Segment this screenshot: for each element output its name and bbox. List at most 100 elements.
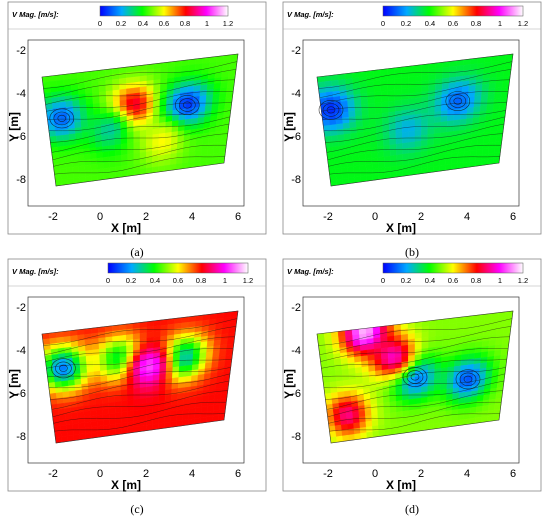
field-cell (90, 169, 98, 176)
field-cell (358, 416, 367, 423)
field-cell (341, 368, 350, 376)
field-cell (176, 157, 183, 165)
field-cell (439, 399, 447, 407)
field-cell (172, 103, 180, 111)
field-cell (421, 118, 429, 125)
colorbar-tick: 1 (498, 19, 502, 28)
streamline (51, 123, 230, 153)
field-cell (165, 110, 174, 117)
field-cell (100, 123, 109, 131)
field-cell (181, 321, 189, 329)
field-cell (120, 132, 128, 140)
field-cell (371, 151, 379, 159)
colorbar-label: V Mag. [m/s]: (287, 10, 334, 19)
field-cell (103, 167, 111, 175)
field-cell (192, 90, 201, 98)
x-tick: 6 (235, 468, 241, 480)
field-cell (67, 374, 75, 381)
field-cell (395, 121, 403, 129)
colorbar-ticks: 0 0.2 0.4 0.6 0.8 1 1.2 (381, 19, 528, 28)
field-cell (79, 109, 88, 117)
field-cell (408, 119, 416, 127)
field-cell (327, 420, 336, 427)
field-cell (51, 96, 60, 104)
field-cell (94, 130, 102, 137)
field-cell (396, 411, 403, 418)
streamline (318, 61, 513, 89)
field-cell (401, 82, 409, 90)
field-cell (91, 343, 100, 351)
colorbar-ticks: 0 0.2 0.4 0.6 0.8 1 1.2 (106, 276, 253, 285)
field-cell (432, 160, 440, 167)
field-cell (377, 162, 385, 169)
field-cell (98, 85, 107, 93)
streamline (43, 318, 238, 346)
colorbar-tick: 0.6 (448, 276, 458, 285)
y-ticks: -2 -4 -6 -8 (291, 45, 301, 186)
streamline (326, 380, 505, 410)
colorbar-tick: 1.2 (518, 276, 528, 285)
colorbar-tick: 1 (498, 276, 502, 285)
field-cell (395, 400, 403, 407)
field-cell (121, 411, 128, 418)
field-cell (158, 389, 166, 397)
field-cell (158, 138, 166, 146)
streamline (321, 91, 509, 112)
field-cell (421, 123, 429, 131)
field-cell (361, 371, 370, 379)
field-cell (369, 387, 377, 394)
field-cell (120, 143, 128, 150)
field-cell (172, 371, 180, 379)
y-axis-label: Y [m] (7, 112, 21, 142)
field-cell (159, 373, 167, 381)
field-cell (160, 67, 169, 75)
field-cell (158, 384, 166, 392)
colorbar-tick: 0 (381, 276, 385, 285)
y-tick: -6 (16, 388, 26, 400)
field-cell (139, 69, 148, 77)
field-cell (93, 113, 101, 121)
vortex-ring (449, 94, 467, 108)
field-cell (64, 150, 72, 158)
field-cell (76, 400, 84, 408)
field-cell (400, 328, 409, 336)
field-cell (96, 414, 104, 422)
field-cell (92, 354, 101, 362)
field-cell (200, 330, 209, 338)
field-cell (400, 333, 409, 341)
colorbar-tick: 0.8 (196, 276, 206, 285)
field-cell (451, 146, 459, 154)
field-cell (401, 355, 409, 363)
field-cell (194, 149, 202, 157)
field-cell (100, 380, 109, 388)
plot-frame (27, 296, 245, 464)
field-cell (377, 156, 385, 164)
streamline (322, 358, 507, 378)
field-cell (171, 393, 179, 401)
field-cell (87, 120, 95, 127)
field-cell (184, 370, 193, 377)
field-cell (401, 93, 409, 101)
colorbar-tick: 1.2 (518, 19, 528, 28)
field-cell (408, 97, 416, 105)
streamline (319, 326, 512, 355)
field-cell (435, 340, 443, 348)
field-cell (90, 163, 98, 171)
field-cell (120, 400, 128, 407)
field-cell (372, 425, 379, 433)
field-cell (178, 371, 186, 378)
field-cell (183, 397, 191, 405)
field-cell (71, 155, 79, 162)
field-cell (361, 103, 369, 111)
field-cell (114, 411, 122, 419)
field-cell (218, 355, 227, 362)
field-cell (133, 404, 141, 411)
field-cell (68, 127, 76, 135)
flow-field (41, 310, 239, 444)
field-cell (102, 156, 110, 164)
field-cell (126, 350, 134, 358)
streamline (46, 348, 234, 369)
field-cell (433, 149, 441, 156)
field-cell (352, 82, 361, 90)
field-cell (42, 81, 51, 89)
